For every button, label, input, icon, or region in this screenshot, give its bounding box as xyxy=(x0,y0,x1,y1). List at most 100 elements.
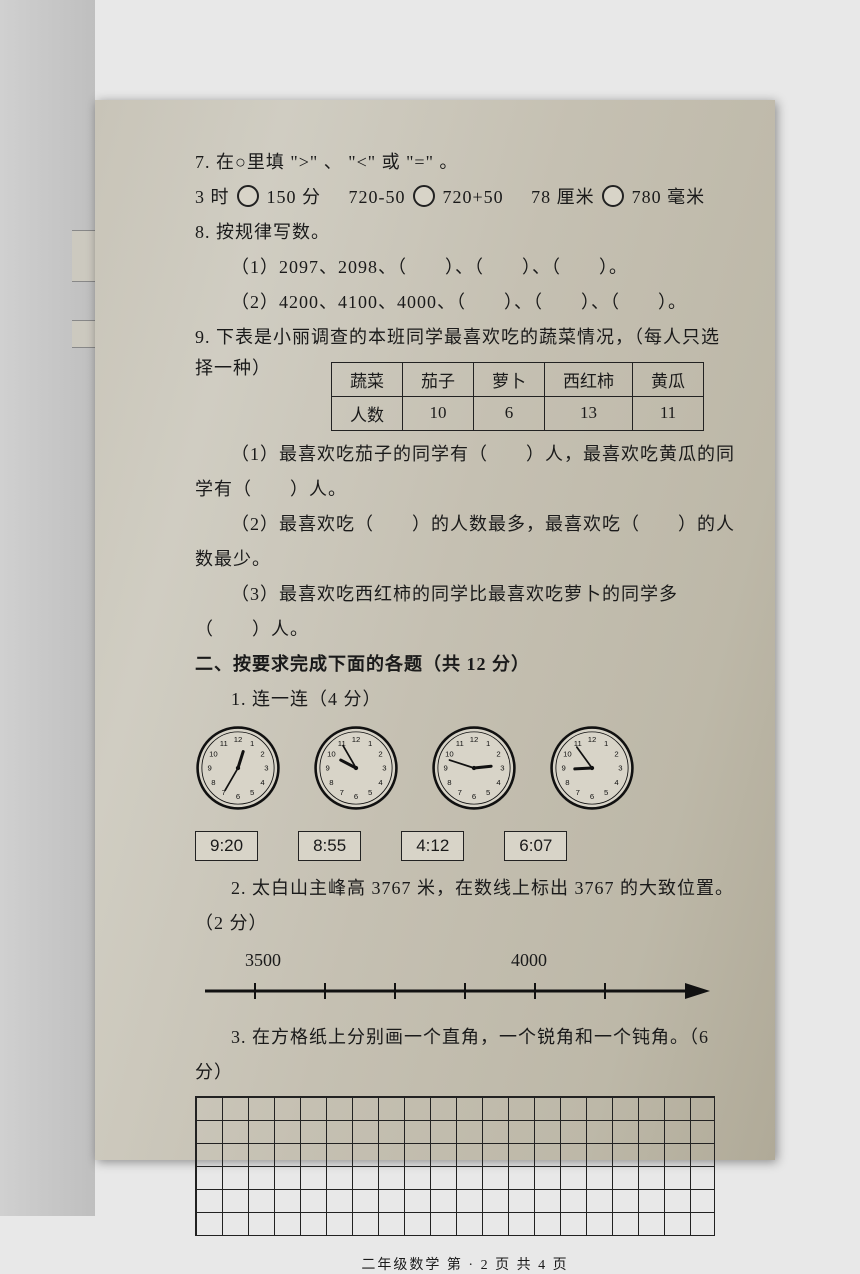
q7c-right: 780 毫米 xyxy=(632,187,706,207)
q7c-left: 78 厘米 xyxy=(531,187,595,207)
clocks-row: 123456789101112 123456789101112 12345678… xyxy=(195,725,735,811)
svg-text:3: 3 xyxy=(382,764,386,773)
blank-circle xyxy=(413,185,435,207)
svg-text:9: 9 xyxy=(207,764,211,773)
svg-text:10: 10 xyxy=(209,750,218,759)
q7a-right: 150 分 xyxy=(267,187,322,207)
svg-text:9: 9 xyxy=(443,764,447,773)
time-box: 8:55 xyxy=(298,831,361,861)
blank-circle xyxy=(237,185,259,207)
q8-prompt: 8. 按规律写数。 xyxy=(195,215,735,250)
svg-text:3: 3 xyxy=(264,764,268,773)
svg-text:1: 1 xyxy=(604,739,608,748)
svg-text:2: 2 xyxy=(496,750,500,759)
svg-text:1: 1 xyxy=(486,739,490,748)
svg-text:5: 5 xyxy=(486,788,490,797)
svg-text:2: 2 xyxy=(378,750,382,759)
clock-3: 123456789101112 xyxy=(431,725,517,811)
blank-circle xyxy=(602,185,624,207)
td: 人数 xyxy=(332,396,403,430)
svg-text:4: 4 xyxy=(496,778,501,787)
edge-stub xyxy=(72,230,96,282)
grid-paper xyxy=(195,1096,715,1236)
svg-text:8: 8 xyxy=(447,778,451,787)
svg-text:6: 6 xyxy=(590,792,594,801)
svg-text:2: 2 xyxy=(614,750,618,759)
s2-q1: 1. 连一连（4 分） xyxy=(195,682,735,717)
th: 萝卜 xyxy=(474,362,545,396)
svg-text:9: 9 xyxy=(561,764,565,773)
page-footer: 二年级数学 第 · 2 页 共 4 页 xyxy=(195,1254,735,1274)
svg-text:11: 11 xyxy=(456,739,464,748)
svg-text:3: 3 xyxy=(618,764,622,773)
q7a-left: 3 时 xyxy=(195,187,230,207)
q9-prompt-b: 择一种） xyxy=(195,356,271,381)
q7-prompt: 7. 在○里填 ">" 、 "<" 或 "=" 。 xyxy=(195,145,735,180)
svg-text:5: 5 xyxy=(604,788,608,797)
svg-text:10: 10 xyxy=(563,750,572,759)
th: 西红柿 xyxy=(545,362,633,396)
numline-label-left: 3500 xyxy=(245,950,281,971)
clock-2: 123456789101112 xyxy=(313,725,399,811)
svg-text:1: 1 xyxy=(368,739,372,748)
q9-sub2: （2）最喜欢吃（ ）的人数最多，最喜欢吃（ ）的人数最少。 xyxy=(195,507,735,577)
number-line-svg xyxy=(195,971,715,1011)
svg-text:6: 6 xyxy=(236,792,240,801)
svg-text:8: 8 xyxy=(565,778,569,787)
th: 蔬菜 xyxy=(332,362,403,396)
q9-sub1b: 学有（ ）人。 xyxy=(195,472,735,507)
q8-line2: （2）4200、4100、4000、（ ）、（ ）、（ ）。 xyxy=(195,285,735,320)
svg-text:6: 6 xyxy=(354,792,358,801)
q9-sub1: （1）最喜欢吃茄子的同学有（ ）人，最喜欢吃黄瓜的同 xyxy=(195,437,735,472)
td: 10 xyxy=(403,396,474,430)
svg-text:8: 8 xyxy=(211,778,215,787)
th: 黄瓜 xyxy=(633,362,704,396)
background-left xyxy=(0,0,95,1216)
svg-text:6: 6 xyxy=(472,792,476,801)
edge-stub xyxy=(72,320,96,348)
s2-q2: 2. 太白山主峰高 3767 米，在数线上标出 3767 的大致位置。（2 分） xyxy=(195,871,735,941)
svg-text:10: 10 xyxy=(445,750,454,759)
svg-text:7: 7 xyxy=(576,788,580,797)
q8-line1: （1）2097、2098、（ ）、（ ）、（ ）。 xyxy=(195,250,735,285)
time-box: 9:20 xyxy=(195,831,258,861)
vegetable-table: 蔬菜 茄子 萝卜 西红柿 黄瓜 人数 10 6 13 11 xyxy=(331,362,704,431)
time-box: 4:12 xyxy=(401,831,464,861)
td: 11 xyxy=(633,396,704,430)
svg-text:12: 12 xyxy=(352,736,361,745)
numline-label-right: 4000 xyxy=(511,950,547,971)
svg-text:4: 4 xyxy=(614,778,619,787)
number-line: 3500 4000 xyxy=(195,950,735,1016)
svg-text:12: 12 xyxy=(588,736,597,745)
td: 13 xyxy=(545,396,633,430)
svg-text:7: 7 xyxy=(458,788,462,797)
svg-text:4: 4 xyxy=(260,778,265,787)
svg-text:8: 8 xyxy=(329,778,333,787)
clock-1: 123456789101112 xyxy=(195,725,281,811)
table-data-row: 人数 10 6 13 11 xyxy=(332,396,704,430)
svg-text:12: 12 xyxy=(470,736,479,745)
svg-text:9: 9 xyxy=(325,764,329,773)
svg-text:1: 1 xyxy=(250,739,254,748)
q9-prompt-a: 9. 下表是小丽调查的本班同学最喜欢吃的蔬菜情况，（每人只选 xyxy=(195,320,735,355)
svg-text:4: 4 xyxy=(378,778,383,787)
svg-text:12: 12 xyxy=(234,736,243,745)
worksheet-page: 7. 在○里填 ">" 、 "<" 或 "=" 。 3 时 150 分 720-… xyxy=(95,100,775,1160)
clock-4: 123456789101112 xyxy=(549,725,635,811)
svg-text:7: 7 xyxy=(340,788,344,797)
svg-text:10: 10 xyxy=(327,750,336,759)
svg-text:3: 3 xyxy=(500,764,504,773)
section2-title: 二、按要求完成下面的各题（共 12 分） xyxy=(195,647,735,682)
time-box: 6:07 xyxy=(504,831,567,861)
q7b-left: 720-50 xyxy=(349,187,406,207)
svg-text:5: 5 xyxy=(250,788,254,797)
s2-q3: 3. 在方格纸上分别画一个直角，一个锐角和一个钝角。（6 分） xyxy=(195,1020,735,1090)
time-boxes-row: 9:20 8:55 4:12 6:07 xyxy=(195,831,735,861)
th: 茄子 xyxy=(403,362,474,396)
td: 6 xyxy=(474,396,545,430)
svg-text:5: 5 xyxy=(368,788,372,797)
svg-text:2: 2 xyxy=(260,750,264,759)
q9-sub3: （3）最喜欢吃西红柿的同学比最喜欢吃萝卜的同学多（ ）人。 xyxy=(195,577,735,647)
svg-text:11: 11 xyxy=(574,739,582,748)
q7-expressions: 3 时 150 分 720-50 720+50 78 厘米 780 毫米 xyxy=(195,180,735,215)
